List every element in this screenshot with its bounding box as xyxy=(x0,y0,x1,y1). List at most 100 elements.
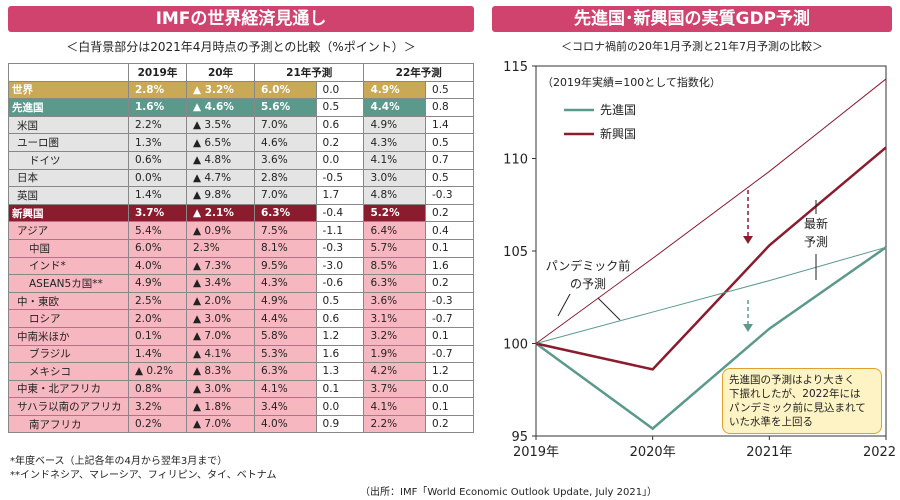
table-cell: 0.1 xyxy=(425,238,474,258)
table-cell: 1.7 xyxy=(315,186,365,205)
table-cell: 4.4% xyxy=(254,309,317,328)
table-cell: ▲ 2.1% xyxy=(186,203,255,223)
table-header-row: 2019年 20年 21年予測 22年予測 xyxy=(8,63,474,82)
pre-forecast-label: の予測 xyxy=(570,277,606,291)
table-cell: 5.4% xyxy=(128,221,187,240)
table-row: ロシア 2.0% ▲ 3.0% 4.4% 0.6 3.1% -0.7 xyxy=(8,309,474,328)
table-cell: ▲ 7.0% xyxy=(186,326,255,346)
table-cell: 2.3% xyxy=(186,238,255,258)
table-cell: 6.0% xyxy=(128,238,187,258)
table-cell: 2.2% xyxy=(128,115,187,135)
table-row: 新興国 3.7% ▲ 2.1% 6.3% -0.4 5.2% 0.2 xyxy=(8,203,474,223)
table-row: ドイツ 0.6% ▲ 4.8% 3.6% 0.0 4.1% 0.7 xyxy=(8,150,474,170)
table-cell: -0.3 xyxy=(425,186,474,205)
table-cell: -0.7 xyxy=(425,309,474,328)
table-cell: 5.2% xyxy=(363,203,427,223)
table-cell: 1.6% xyxy=(128,98,187,117)
table-cell: -3.0 xyxy=(315,256,365,276)
table-cell: 4.9% xyxy=(254,291,317,311)
row-label: 英国 xyxy=(8,186,129,205)
table-cell: 4.1% xyxy=(363,150,427,170)
table-cell: ▲ 4.1% xyxy=(186,344,255,364)
table-cell: 7.0% xyxy=(254,115,317,135)
table-cell: 0.8 xyxy=(425,98,474,117)
table-cell: 9.5% xyxy=(254,256,317,276)
table-row: 世界 2.8% ▲ 3.2% 6.0% 0.0 4.9% 0.5 xyxy=(8,80,474,100)
table-cell: 1.2 xyxy=(425,362,474,381)
table-cell: 2.0% xyxy=(128,309,187,328)
table-cell: 1.6 xyxy=(425,256,474,276)
table-cell: 0.6% xyxy=(128,150,187,170)
table-cell: 3.7% xyxy=(128,203,187,223)
header-cell: 20年 xyxy=(186,63,255,82)
table-row: 米国 2.2% ▲ 3.5% 7.0% 0.6 4.9% 1.4 xyxy=(8,115,474,135)
header-cell: 22年予測 xyxy=(363,63,474,82)
table-row: 中国 6.0% 2.3% 8.1% -0.3 5.7% 0.1 xyxy=(8,238,474,258)
table-cell: 0.8% xyxy=(128,379,187,399)
table-row: 南アフリカ 0.2% ▲ 7.0% 4.0% 0.9 2.2% 0.2 xyxy=(8,414,474,434)
annotation-box-line: 下振れしたが、2022年には xyxy=(729,388,861,400)
table-cell: 0.1% xyxy=(128,326,187,346)
row-label: ドイツ xyxy=(8,150,129,170)
table-row: 先進国 1.6% ▲ 4.6% 5.6% 0.5 4.4% 0.8 xyxy=(8,98,474,117)
pre-forecast-label: パンデミック前 xyxy=(546,258,631,273)
table-cell: 0.2% xyxy=(128,414,187,434)
table-cell: ▲ 4.7% xyxy=(186,168,255,188)
row-label: サハラ以南のアフリカ xyxy=(8,397,129,416)
table-cell: 0.0 xyxy=(315,397,365,416)
table-row: 英国 1.4% ▲ 9.8% 7.0% 1.7 4.8% -0.3 xyxy=(8,186,474,205)
pre-forecast-arrow xyxy=(557,293,571,317)
legend-label: 先進国 xyxy=(600,103,636,117)
table-cell: -0.6 xyxy=(315,274,365,293)
table-cell: 0.2 xyxy=(425,274,474,293)
table-cell: 1.6 xyxy=(315,344,365,364)
row-label: 世界 xyxy=(8,80,129,100)
table-row: ブラジル 1.4% ▲ 4.1% 5.3% 1.6 1.9% -0.7 xyxy=(8,344,474,364)
table-cell: 0.0 xyxy=(315,150,365,170)
table-cell: -0.7 xyxy=(425,344,474,364)
table-cell: 4.9% xyxy=(128,274,187,293)
series-line xyxy=(535,146,887,371)
header-cell: 2019年 xyxy=(128,63,187,82)
table-cell: 5.8% xyxy=(254,326,317,346)
table-cell: 4.2% xyxy=(363,362,427,381)
table-cell: 0.1 xyxy=(315,379,365,399)
advanced-downgrade-arrowhead xyxy=(743,324,753,332)
table-cell: 0.5 xyxy=(425,80,474,100)
gdp-line-chart: 95 100 105 110 115 2019年 2020年 2021年 2022年 （2019年… xyxy=(503,60,896,460)
table-cell: 0.5 xyxy=(425,168,474,188)
index-note: （2019年実績=100として指数化） xyxy=(542,75,721,89)
header-cell: 21年予測 xyxy=(253,63,365,82)
table-cell: 1.2 xyxy=(315,326,365,346)
table-cell: 2.5% xyxy=(128,291,187,311)
left-panel-subtitle: ＜白背景部分は2021年4月時点の予測との比較（%ポイント）＞ xyxy=(66,40,416,54)
table-cell: 0.2 xyxy=(425,414,474,434)
footnote-fiscal-year: *年度ベース（上記各年の4月から翌年3月まで） xyxy=(10,456,228,467)
table-cell: 1.4% xyxy=(128,186,187,205)
table-cell: ▲ 7.0% xyxy=(186,414,255,434)
table-cell: 3.2% xyxy=(128,397,187,416)
table-cell: 5.3% xyxy=(254,344,317,364)
table-cell: ▲ 4.6% xyxy=(186,98,255,117)
row-label: 米国 xyxy=(8,115,129,135)
y-tick-label: 105 xyxy=(503,245,528,260)
table-row: ASEAN5カ国** 4.9% ▲ 3.4% 4.3% -0.6 6.3% 0.2 xyxy=(8,274,474,293)
table-cell: 0.1 xyxy=(425,326,474,346)
source-note: （出所：IMF「World Economic Outlook Update, J… xyxy=(360,487,658,498)
table-cell: 7.5% xyxy=(254,221,317,240)
table-cell: 5.6% xyxy=(254,98,317,117)
annotation-box-line: 先進国の予測はより大きく xyxy=(729,374,855,386)
table-cell: 0.0% xyxy=(128,168,187,188)
table-cell: 4.8% xyxy=(363,186,427,205)
table-cell: 3.6% xyxy=(254,150,317,170)
table-cell: 0.0 xyxy=(315,80,365,100)
table-cell: 4.9% xyxy=(363,115,427,135)
table-cell: 4.3% xyxy=(363,133,427,152)
row-label: アジア xyxy=(8,221,129,240)
table-cell: 0.4 xyxy=(425,221,474,240)
annotation-box-line: いた水準を上回る xyxy=(729,416,813,428)
x-tick-label: 2021年 xyxy=(746,445,792,460)
table-cell: 8.5% xyxy=(363,256,427,276)
row-label: 先進国 xyxy=(8,98,129,117)
table-cell: 4.6% xyxy=(254,133,317,152)
